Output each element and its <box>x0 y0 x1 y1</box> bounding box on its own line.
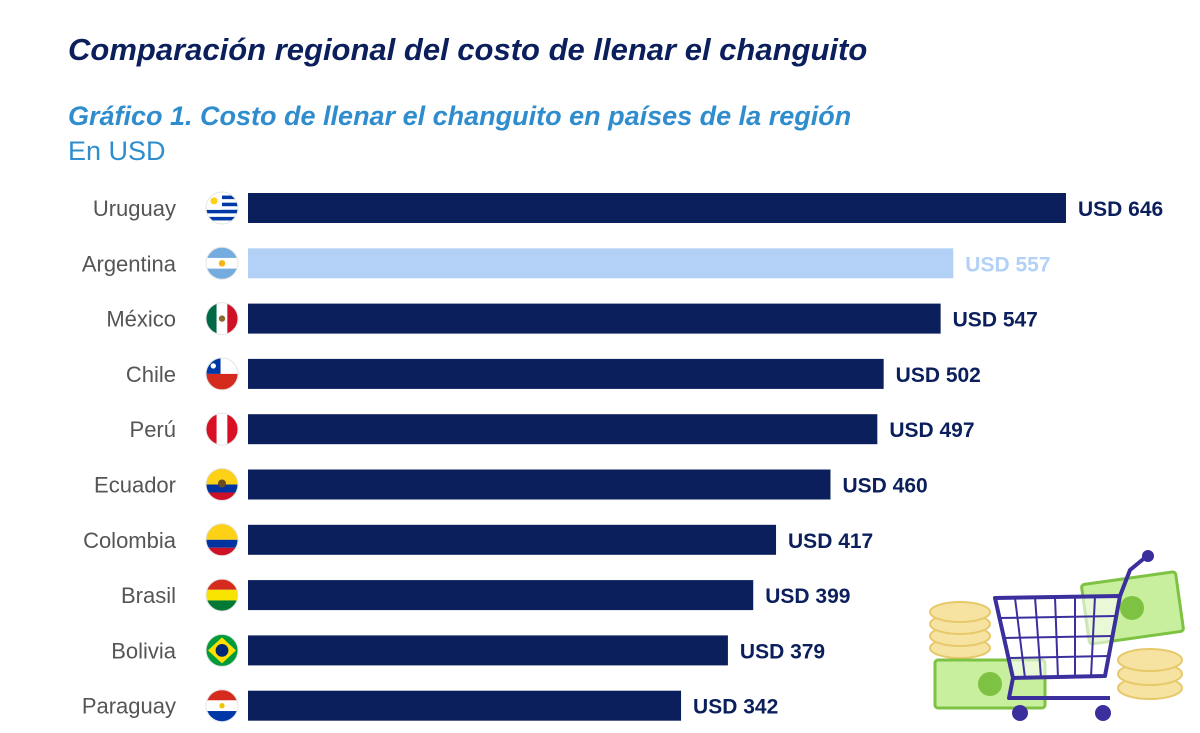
category-label-peru: Perú <box>130 417 176 442</box>
value-label-chile: USD 502 <box>896 364 981 387</box>
category-label-brasil: Brasil <box>121 583 176 608</box>
flag-uruguay-icon <box>205 191 239 225</box>
bar-colombia <box>248 524 777 555</box>
flag-mexico-icon <box>205 302 239 336</box>
category-label-bolivia: Bolivia <box>111 638 177 663</box>
bar-argentina <box>248 248 954 279</box>
value-label-bolivia: USD 379 <box>740 640 825 663</box>
category-label-mexico: México <box>106 307 176 332</box>
category-label-paraguay: Paraguay <box>82 694 176 719</box>
value-label-mexico: USD 547 <box>953 309 1038 332</box>
shopping-cart-money-icon <box>929 550 1185 721</box>
chart-subtitle: Gráfico 1. Costo de llenar el changuito … <box>68 101 852 131</box>
flag-ecuador-icon <box>205 468 239 501</box>
value-label-colombia: USD 417 <box>788 530 873 553</box>
category-label-colombia: Colombia <box>83 528 177 553</box>
bar-brasil <box>248 580 754 611</box>
flag-paraguay-icon <box>205 689 239 723</box>
value-label-argentina: USD 557 <box>965 253 1050 276</box>
flag-brasil-icon <box>205 633 239 667</box>
flag-argentina-icon <box>205 246 239 280</box>
category-label-ecuador: Ecuador <box>94 473 176 498</box>
flag-peru-icon <box>205 412 239 446</box>
category-label-uruguay: Uruguay <box>93 196 176 221</box>
bar-paraguay <box>248 690 682 721</box>
category-label-chile: Chile <box>126 362 176 387</box>
flag-bolivia-icon <box>205 578 239 612</box>
bar-ecuador <box>248 469 831 500</box>
bar-peru <box>248 414 878 445</box>
value-label-paraguay: USD 342 <box>693 696 778 719</box>
page-title: Comparación regional del costo de llenar… <box>68 32 868 67</box>
category-label-argentina: Argentina <box>82 251 177 276</box>
flag-chile-icon <box>205 357 239 391</box>
bar-bolivia <box>248 635 728 666</box>
chart-unit: En USD <box>68 136 166 166</box>
bar-mexico <box>248 303 941 334</box>
value-label-peru: USD 497 <box>889 419 974 442</box>
bar-chile <box>248 358 884 389</box>
flag-colombia-icon <box>205 523 239 557</box>
value-label-uruguay: USD 646 <box>1078 198 1163 221</box>
value-label-brasil: USD 399 <box>765 585 850 608</box>
bar-uruguay <box>248 193 1066 223</box>
value-label-ecuador: USD 460 <box>842 475 927 498</box>
